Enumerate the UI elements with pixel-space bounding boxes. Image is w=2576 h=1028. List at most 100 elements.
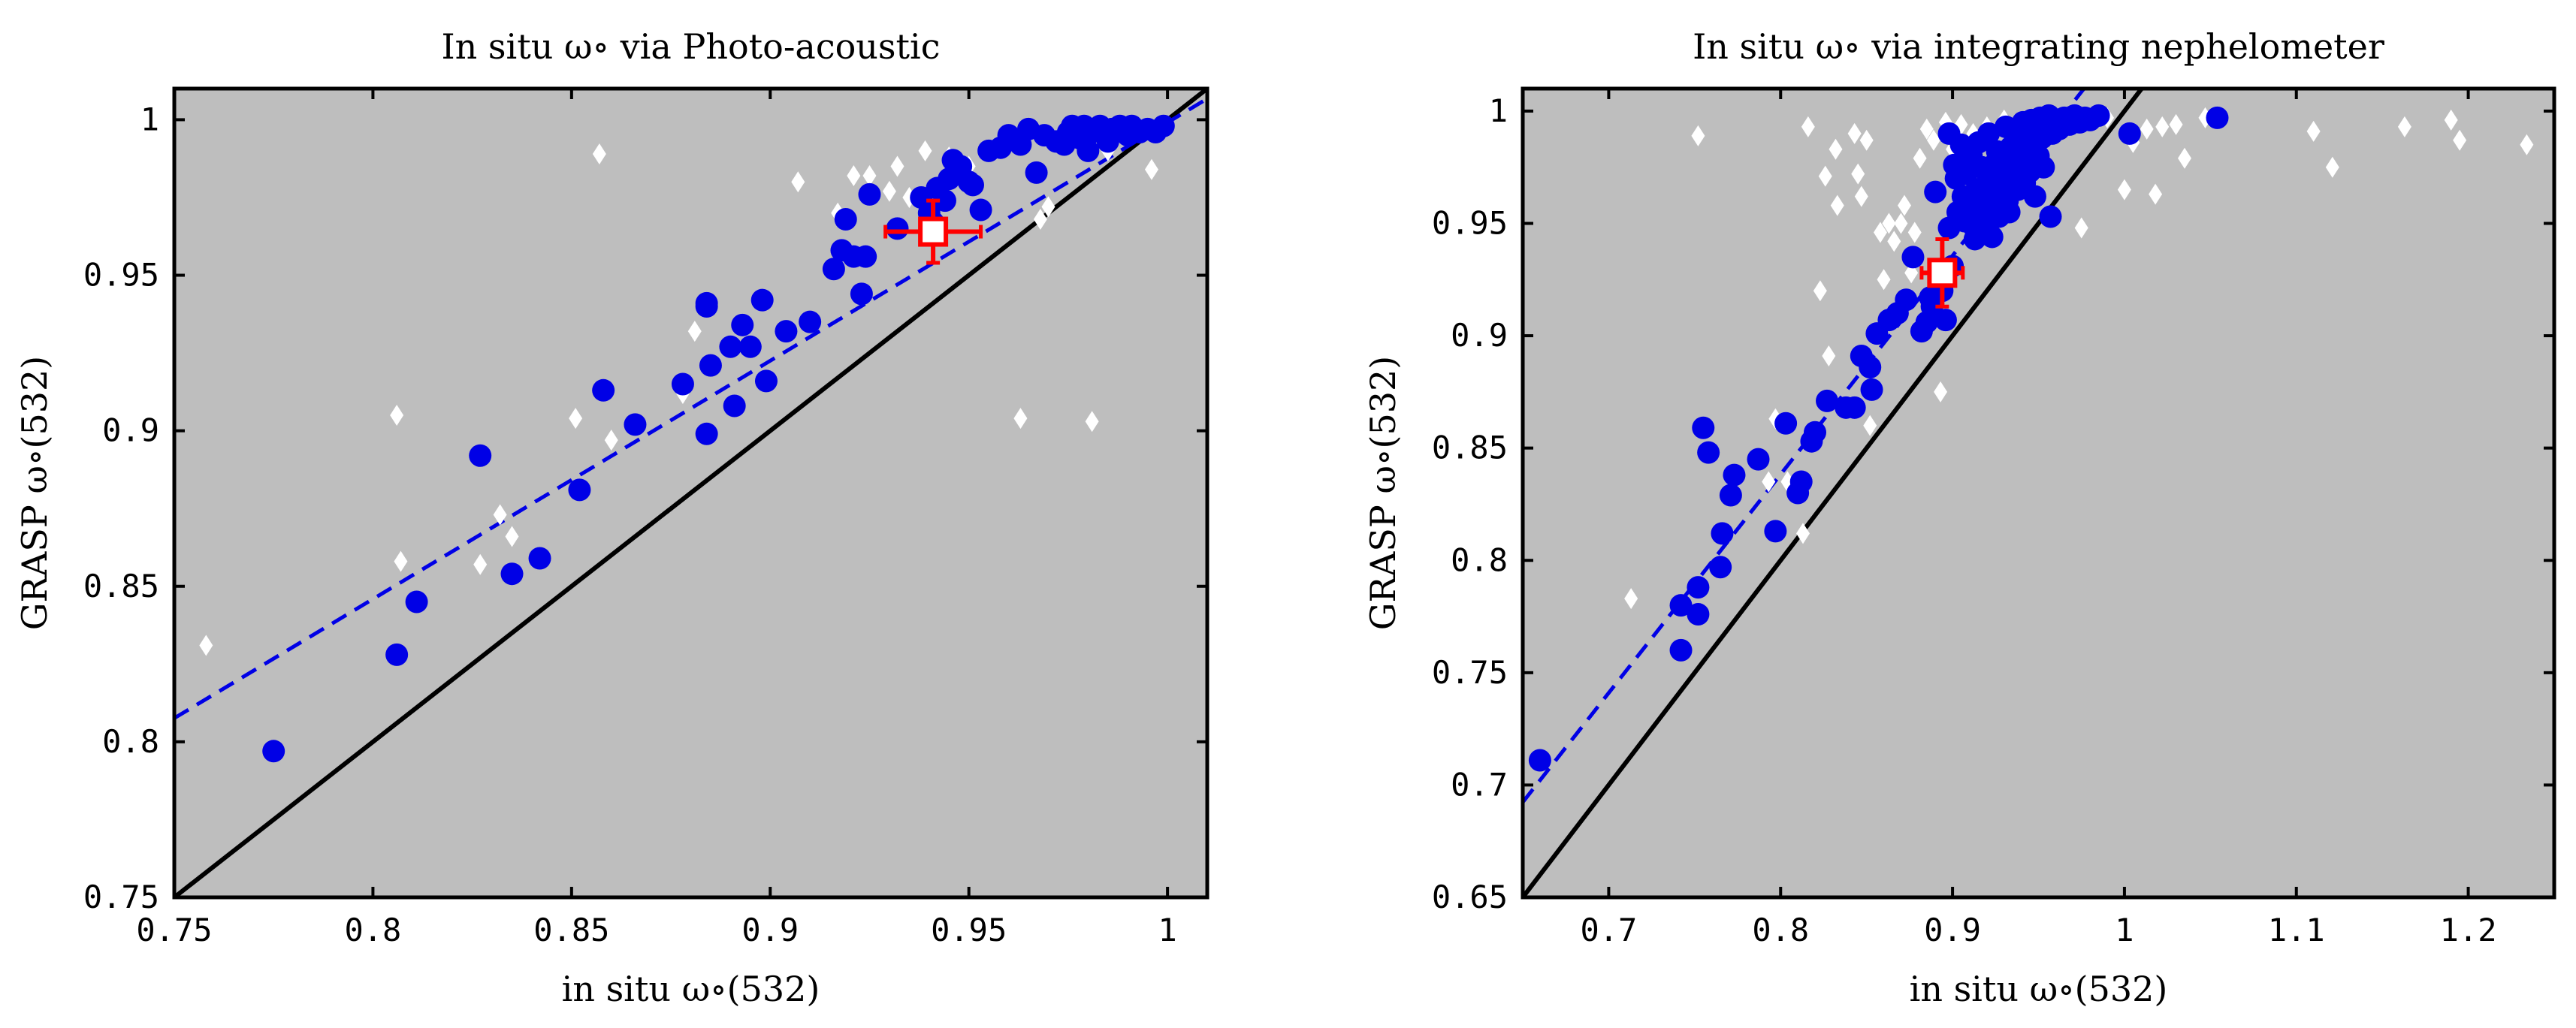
data-point (1719, 484, 1742, 507)
one-to-one-line (1523, 89, 2144, 897)
data-point (262, 740, 285, 763)
data-point (1859, 355, 1882, 378)
data-point (1669, 638, 1693, 662)
data-point (568, 478, 591, 502)
data-point (1711, 522, 1734, 545)
y-axis-label: GRASP ω∘(532) (14, 356, 55, 630)
data-point (1977, 122, 2001, 145)
data-point (1998, 200, 2021, 224)
data-point (405, 590, 428, 613)
data-point (1816, 389, 1839, 412)
data-point (1795, 523, 1810, 544)
data-point (1033, 208, 1047, 230)
data-point (775, 320, 798, 343)
data-point (592, 143, 606, 164)
data-point (1887, 231, 1901, 252)
data-point (1907, 222, 1922, 243)
data-point (1747, 448, 1770, 471)
y-tick-label: 0.65 (1432, 879, 1508, 915)
data-point (1764, 520, 1787, 543)
y-tick-label: 0.95 (83, 257, 159, 294)
x-tick-label: 1.1 (2268, 912, 2325, 948)
data-point (2074, 217, 2088, 239)
axis-ticks: 0.75 0.8 0.85 0.9 0.95 1 0.75 0.8 0.85 0.9 0.95 1 (83, 89, 1207, 948)
x-tick-label: 1 (2115, 912, 2134, 948)
x-tick-label: 0.75 (136, 912, 212, 948)
x-tick-label: 0.85 (533, 912, 609, 948)
y-tick-label: 0.85 (1432, 430, 1508, 466)
data-point (1882, 213, 1896, 234)
data-point (1934, 309, 1957, 332)
data-point (854, 245, 877, 268)
data-point (592, 378, 615, 402)
x-axis-label: in situ ω∘(532) (1910, 969, 2168, 1009)
data-point (2178, 147, 2192, 169)
data-point (505, 526, 519, 547)
data-point (624, 413, 647, 436)
x-tick-label: 0.7 (1580, 912, 1637, 948)
data-point (1830, 194, 1844, 216)
y-tick-label: 0.75 (83, 879, 159, 915)
y-tick-label: 0.8 (1451, 541, 1508, 578)
data-point (671, 372, 694, 396)
data-point (1041, 196, 1055, 218)
y-tick-label: 0.9 (102, 412, 159, 449)
data-point (2169, 113, 2183, 135)
axis-ticks: 0.7 0.8 0.9 1 1.1 1.2 0.65 0.7 0.75 0.8 0.85 0.9 0.9… (1432, 89, 2554, 948)
data-point (604, 430, 618, 451)
chart-panel-nephelometer: 0.7 0.8 0.9 1 1.1 1.2 0.65 0.7 0.75 0.8 0.85 0.9 0.9… (1363, 26, 2556, 1009)
data-point (1934, 381, 1948, 402)
data-point (1687, 603, 1710, 626)
data-point (882, 180, 896, 202)
data-point (2397, 116, 2411, 137)
y-tick-label: 0.7 (1451, 766, 1508, 803)
data-point (1895, 288, 1918, 312)
data-point (1822, 345, 1836, 367)
x-tick-label: 0.9 (1924, 912, 1981, 948)
data-point (2325, 156, 2339, 178)
x-tick-label: 0.8 (344, 912, 401, 948)
data-point (1013, 408, 1028, 430)
y-axis-label: GRASP ω∘(532) (1363, 356, 1403, 630)
data-point (918, 140, 932, 161)
data-point (1894, 213, 1908, 234)
data-point (1919, 118, 1934, 140)
data-point (1873, 222, 1887, 243)
data-point (385, 643, 409, 666)
data-point (1813, 280, 1827, 302)
data-point (1669, 594, 1693, 617)
plot-area (1523, 89, 2554, 897)
data-point (1152, 114, 1175, 137)
plot-frame (1521, 86, 2556, 900)
data-point (1801, 116, 1815, 137)
chart-title: In situ ω∘ via integrating nephelometer (1693, 26, 2384, 67)
data-point (1077, 139, 1100, 162)
data-point (695, 422, 718, 445)
data-point (1829, 138, 1843, 160)
data-point (1913, 147, 1927, 169)
chart-panel-photoacoustic: 0.75 0.8 0.85 0.9 0.95 1 0.75 0.8 0.85 0.9 0.95 1 I… (14, 26, 1209, 1009)
data-point (493, 504, 507, 526)
data-point (1877, 269, 1891, 291)
data-point (1851, 163, 1865, 185)
regression-fit-line (174, 97, 1207, 720)
data-point (1854, 185, 1868, 207)
data-point (1723, 463, 1746, 487)
data-point (1859, 129, 1874, 151)
data-point (500, 562, 524, 586)
x-tick-label: 0.95 (931, 912, 1007, 948)
data-point (569, 408, 583, 430)
data-point (1818, 165, 1832, 187)
data-point (791, 171, 805, 193)
data-point (394, 550, 408, 572)
x-axis-label: in situ ω∘(532) (562, 969, 820, 1009)
mean-point-square (918, 216, 949, 247)
data-point (723, 394, 746, 418)
data-point (528, 547, 551, 570)
data-point (2087, 104, 2110, 127)
y-tick-label: 0.75 (1432, 654, 1508, 691)
data-point (750, 288, 774, 312)
data-point (1789, 470, 1813, 493)
data-point (890, 155, 904, 177)
